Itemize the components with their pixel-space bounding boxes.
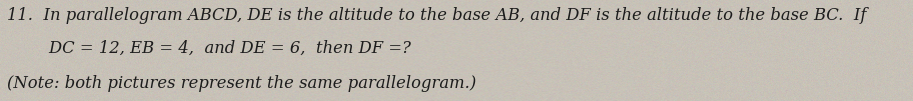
Text: (Note: both pictures represent the same parallelogram.): (Note: both pictures represent the same … bbox=[7, 75, 477, 92]
Text: DC = 12, EB = 4,  and DE = 6,  then DF =?: DC = 12, EB = 4, and DE = 6, then DF =? bbox=[7, 39, 411, 57]
Text: 11.  In parallelogram ABCD, DE is the altitude to the base AB, and DF is the alt: 11. In parallelogram ABCD, DE is the alt… bbox=[7, 7, 866, 24]
